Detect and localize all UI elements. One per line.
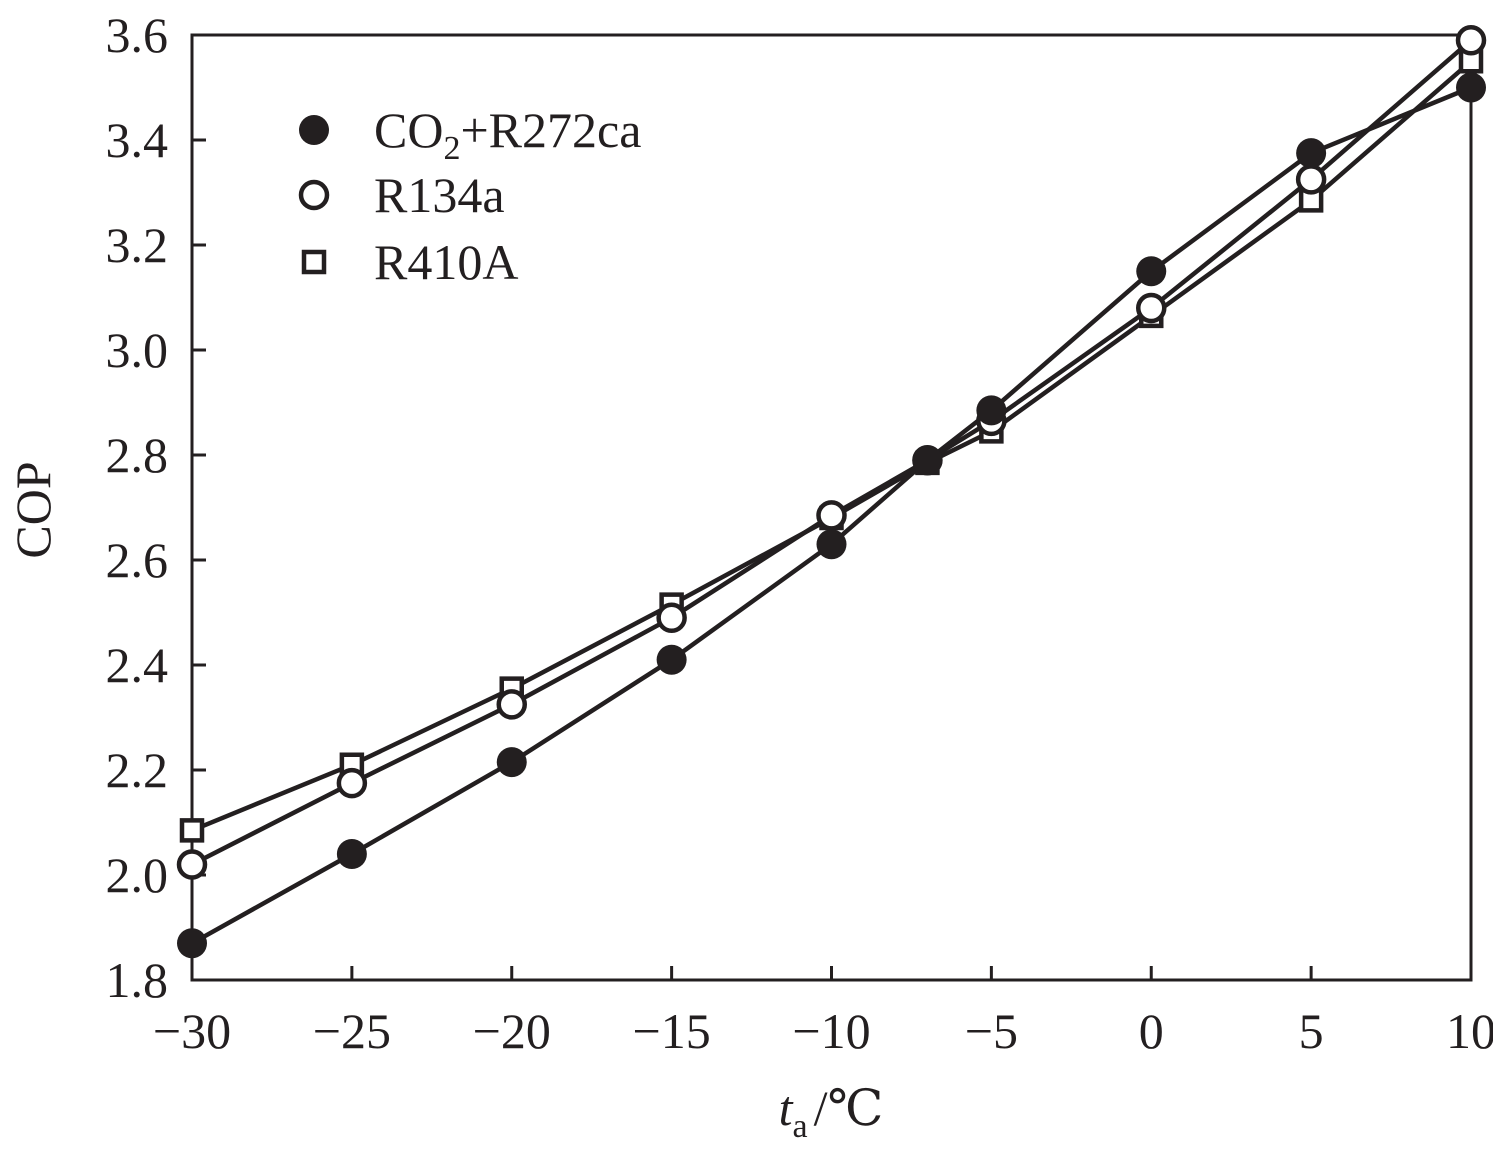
y-tick-label: 2.4 — [106, 637, 169, 693]
x-tick-label: 10 — [1446, 1003, 1493, 1059]
x-tick-label: −20 — [473, 1003, 551, 1059]
data-point — [179, 818, 205, 843]
x-tick-label: 0 — [1139, 1003, 1164, 1059]
y-tick-label: 3.0 — [106, 322, 169, 378]
data-point — [1455, 25, 1487, 56]
y-axis-title: COP — [5, 461, 61, 558]
axis-ticks: −30 −25 −20 −15 −10 −5 0 5 10 1.8 2.0 2.2 2.4 2.6 2.8 3… — [106, 7, 1493, 1059]
series-2 — [191, 59, 1473, 833]
y-tick-label: 2.0 — [106, 847, 169, 903]
series-markers-0 — [177, 72, 1486, 959]
x-tick-label: −15 — [633, 1003, 711, 1059]
legend-label: CO2+R272ca — [374, 102, 641, 167]
legend-marker — [298, 179, 330, 211]
data-point — [1296, 138, 1327, 169]
data-point — [1295, 164, 1327, 195]
legend-label: R134a — [374, 167, 505, 223]
data-point — [336, 839, 367, 869]
data-point — [177, 928, 207, 959]
data-point — [496, 747, 527, 778]
y-tick-label: 1.8 — [106, 952, 169, 1008]
data-point — [976, 395, 1007, 426]
x-tick-label: −25 — [313, 1003, 391, 1059]
x-tick-label: −5 — [965, 1003, 1018, 1059]
series-layer — [176, 25, 1487, 959]
data-point — [176, 849, 208, 880]
legend-label: R410A — [374, 234, 518, 290]
y-tick-label: 3.6 — [106, 7, 169, 63]
data-point — [912, 445, 943, 476]
x-tick-label: −30 — [153, 1003, 231, 1059]
x-axis-title: ta/℃ — [779, 1080, 884, 1145]
y-tick-label: 2.6 — [106, 532, 169, 588]
legend-marker — [299, 115, 329, 145]
data-point — [496, 689, 527, 720]
data-point — [1456, 72, 1486, 103]
data-point — [336, 767, 368, 799]
series-line — [190, 85, 1472, 946]
data-point — [816, 529, 847, 560]
series-line — [190, 38, 1473, 867]
data-point — [656, 602, 687, 633]
data-point — [816, 500, 847, 531]
y-tick-label: 2.2 — [106, 742, 169, 798]
y-tick-label: 2.8 — [106, 427, 169, 483]
series-0 — [190, 85, 1472, 946]
x-tick-label: 5 — [1299, 1003, 1324, 1059]
y-tick-label: 3.4 — [106, 112, 169, 168]
y-tick-label: 3.2 — [106, 217, 169, 273]
data-point — [656, 644, 687, 675]
data-point — [1136, 256, 1167, 287]
data-point — [1136, 292, 1167, 324]
legend-marker — [301, 249, 327, 275]
series-1 — [190, 38, 1473, 867]
x-tick-label: −10 — [792, 1003, 870, 1059]
series-line — [191, 59, 1473, 833]
